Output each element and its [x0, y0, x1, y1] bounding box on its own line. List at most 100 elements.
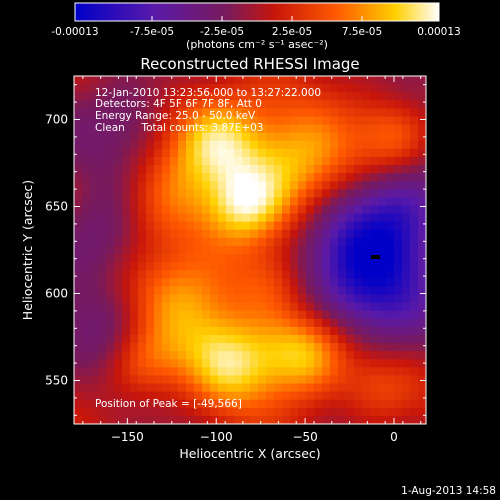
heatmap-cell [410, 294, 419, 304]
annotation-line: Clean Total counts: 3.87E+03 [95, 122, 264, 134]
heatmap-cell [122, 286, 131, 296]
heatmap-cell [386, 116, 395, 126]
heatmap-cell [338, 407, 347, 417]
heatmap-cell [146, 359, 155, 368]
heatmap-cell [330, 116, 339, 126]
heatmap-cell [242, 286, 251, 296]
heatmap-cell [178, 173, 187, 182]
heatmap-cell [306, 375, 315, 385]
heatmap-cell [170, 100, 179, 109]
heatmap-cell [170, 407, 179, 417]
heatmap-cell [354, 415, 363, 424]
heatmap-cell [258, 229, 267, 239]
heatmap-cell [114, 116, 123, 126]
heatmap-cell [202, 343, 211, 352]
heatmap-cell [346, 318, 355, 328]
heatmap-cell [194, 343, 203, 352]
heatmap-cell [98, 334, 107, 344]
heatmap-cell [194, 415, 203, 424]
heatmap-cell [410, 375, 419, 385]
heatmap-cell [362, 84, 371, 93]
heatmap-cell [122, 165, 131, 174]
heatmap-cell [378, 254, 387, 263]
heatmap-cell [274, 270, 283, 279]
heatmap-cell [418, 213, 426, 223]
heatmap-cell [306, 221, 315, 231]
heatmap-cell [394, 294, 403, 304]
heatmap-cell [250, 92, 259, 101]
heatmap-cell [330, 294, 339, 304]
heatmap-cell [330, 407, 339, 417]
heatmap-cell [418, 124, 426, 134]
heatmap-cell [338, 165, 347, 174]
heatmap-cell [258, 351, 267, 360]
heatmap-cell [170, 326, 179, 336]
heatmap-cell [178, 351, 187, 360]
heatmap-cell [298, 351, 307, 360]
heatmap-cell [322, 140, 331, 150]
heatmap-cell [346, 237, 355, 247]
heatmap-cell [338, 294, 347, 304]
heatmap-cell [242, 181, 251, 190]
heatmap-cell [234, 100, 243, 109]
heatmap-cell [98, 237, 107, 247]
heatmap-cell [378, 84, 387, 93]
heatmap-cell [82, 343, 91, 352]
heatmap-cell [378, 124, 387, 134]
heatmap-cell [322, 254, 331, 263]
heatmap-cell [226, 132, 235, 142]
heatmap-cell [282, 229, 291, 239]
heatmap-cell [394, 148, 403, 158]
heatmap-cell [274, 84, 283, 93]
heatmap-cell [114, 124, 123, 134]
heatmap-cell [218, 173, 227, 182]
heatmap-cell [354, 391, 363, 401]
heatmap-cell [418, 407, 426, 417]
heatmap-cell [298, 294, 307, 304]
heatmap-cell [194, 375, 203, 385]
heatmap-cell [258, 84, 267, 93]
heatmap-cell [266, 294, 275, 304]
heatmap-cell [362, 181, 371, 190]
heatmap-cell [386, 124, 395, 134]
heatmap-cell [98, 318, 107, 328]
heatmap-cell [122, 156, 131, 166]
heatmap-cell [338, 367, 347, 377]
heatmap-cell [306, 383, 315, 393]
heatmap-cell [354, 286, 363, 296]
heatmap-cell [82, 100, 91, 109]
heatmap-cell [314, 343, 323, 352]
heatmap-cell [122, 221, 131, 231]
heatmap-cell [378, 399, 387, 409]
heatmap-cell [82, 278, 91, 288]
heatmap-cell [410, 391, 419, 401]
heatmap-cell [194, 294, 203, 304]
heatmap-cell [98, 351, 107, 360]
heatmap-cell [138, 310, 147, 320]
heatmap-cell [146, 286, 155, 296]
heatmap-cell [226, 116, 235, 126]
heatmap-cell [402, 181, 411, 190]
heatmap-cell [202, 156, 211, 166]
heatmap-cell [90, 351, 99, 360]
heatmap-cell [322, 270, 331, 279]
heatmap-cell [146, 262, 155, 271]
heatmap-cell [242, 302, 251, 312]
heatmap-cell [218, 359, 227, 368]
heatmap-cell [194, 116, 203, 126]
heatmap-cell [90, 116, 99, 126]
heatmap-cell [138, 334, 147, 344]
heatmap-cell [410, 124, 419, 134]
heatmap-cell [298, 318, 307, 328]
heatmap-cell [202, 221, 211, 231]
heatmap-cell [266, 197, 275, 207]
heatmap-cell [266, 262, 275, 271]
heatmap-cell [322, 359, 331, 368]
heatmap-cell [250, 326, 259, 336]
heatmap-cell [114, 229, 123, 239]
heatmap-cell [354, 124, 363, 134]
heatmap-cell [394, 343, 403, 352]
heatmap-cell [138, 286, 147, 296]
heatmap-cell [178, 310, 187, 320]
heatmap-cell [322, 383, 331, 393]
